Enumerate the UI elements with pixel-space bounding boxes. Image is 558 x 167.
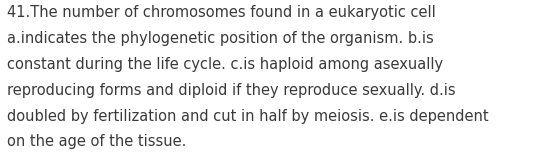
Text: 41.The number of chromosomes found in a eukaryotic cell: 41.The number of chromosomes found in a … [7, 5, 435, 20]
Text: on the age of the tissue.: on the age of the tissue. [7, 134, 186, 149]
Text: doubled by fertilization and cut in half by meiosis. e.is dependent: doubled by fertilization and cut in half… [7, 109, 488, 124]
Text: reproducing forms and diploid if they reproduce sexually. d.is: reproducing forms and diploid if they re… [7, 83, 455, 98]
Text: constant during the life cycle. c.is haploid among asexually: constant during the life cycle. c.is hap… [7, 57, 443, 72]
Text: a.indicates the phylogenetic position of the organism. b.is: a.indicates the phylogenetic position of… [7, 31, 434, 46]
